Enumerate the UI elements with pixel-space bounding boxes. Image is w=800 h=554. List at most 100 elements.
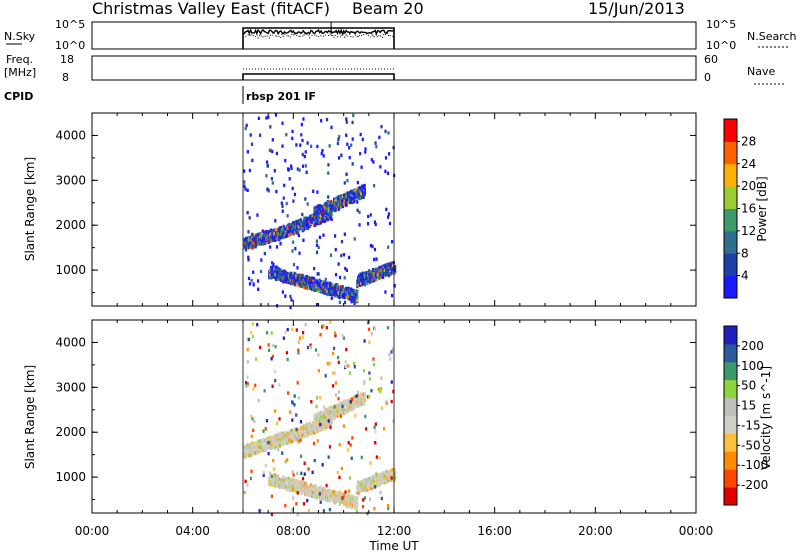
echo-cell [312, 223, 316, 228]
noise-cell [246, 188, 249, 193]
noise-cell [290, 439, 293, 444]
echo-cell [335, 491, 338, 495]
echo-cell [249, 445, 253, 449]
noise-cell [313, 458, 316, 463]
echo-cell [375, 277, 378, 282]
echo-cell [365, 272, 368, 277]
noise-cell [265, 174, 268, 178]
echo-cell [283, 231, 287, 235]
noise-cell [324, 277, 327, 282]
noise-cell [301, 164, 305, 168]
echo-cell [372, 476, 375, 480]
echo-cell [326, 200, 329, 205]
echo-cell [310, 276, 314, 280]
noise-cell [246, 483, 249, 487]
echo-cell [309, 421, 312, 425]
echo-cell [336, 290, 339, 295]
echo-cell [332, 407, 335, 411]
echo-cell [260, 239, 263, 243]
noise-cell [252, 270, 255, 274]
noise-cell [363, 379, 366, 384]
noise-cell [379, 490, 382, 495]
noise-cell [372, 363, 376, 367]
echo-cell [317, 425, 320, 429]
noise-cell [247, 258, 250, 262]
echo-cell [327, 496, 331, 500]
noise-cell [295, 427, 298, 432]
noise-cell [287, 167, 290, 172]
noise-cell [259, 133, 262, 137]
echo-cell [302, 274, 305, 278]
noise-cell [315, 404, 318, 409]
noise-cell [251, 233, 254, 237]
noise-cell [298, 168, 301, 172]
echo-cell [330, 212, 333, 217]
echo-cell [358, 196, 361, 201]
noise-cell [364, 414, 367, 419]
noise-cell [325, 325, 328, 330]
echo-cell [327, 209, 331, 213]
echo-cell [354, 289, 357, 293]
freq-trace [242, 68, 395, 80]
echo-cell [312, 490, 315, 495]
noise-cell [299, 143, 302, 147]
echo-cell [373, 276, 377, 281]
noise-cell [257, 398, 260, 403]
echo-cell [317, 215, 321, 219]
echo-cell [281, 440, 284, 445]
echo-cell [254, 244, 258, 248]
echo-cell [338, 291, 341, 295]
noise-cell [375, 455, 378, 459]
echo-cell [270, 276, 273, 280]
echo-cell [320, 411, 323, 415]
echo-cell [316, 219, 319, 223]
echo-cell [323, 487, 326, 491]
echo-cell [299, 480, 302, 485]
noise-cell [292, 473, 295, 477]
noise-cell [380, 496, 384, 501]
echo-cell [307, 494, 311, 498]
echo-cell [292, 275, 295, 279]
echo-cell [299, 487, 302, 491]
echo-cell [343, 500, 346, 504]
echo-cell [338, 200, 341, 204]
noise-cell [270, 177, 274, 181]
noise-cell [297, 340, 301, 344]
echo-cell [346, 296, 350, 300]
echo-cell [254, 450, 258, 455]
echo-cell [356, 394, 360, 398]
colorbar-swatch [724, 343, 737, 363]
echo-cell [302, 430, 305, 434]
colorbar-swatch [724, 361, 737, 381]
noise-cell [322, 405, 326, 409]
echo-cell [351, 407, 354, 411]
echo-cell [329, 490, 332, 494]
echo-cell [334, 283, 338, 287]
echo-cell [351, 298, 355, 303]
echo-cell [339, 197, 343, 202]
noise-cell [322, 324, 325, 328]
echo-cell [304, 433, 307, 437]
noise-cell [316, 190, 319, 194]
echo-cell [332, 284, 336, 289]
echo-cell [259, 233, 262, 238]
noise-cell [348, 255, 351, 260]
colorbar-swatch [724, 163, 737, 187]
time-tick-label: 20:00 [578, 524, 613, 538]
noise-cell [246, 150, 249, 154]
echo-cell [330, 420, 333, 424]
noise-cell [272, 458, 275, 463]
noise-cell [337, 396, 340, 401]
noise-cell [366, 395, 370, 399]
echo-cell [257, 232, 260, 237]
echo-cell [283, 486, 287, 490]
echo-cell [297, 283, 300, 288]
echo-cell [282, 272, 285, 276]
noise-cell [300, 454, 303, 458]
noise-cell [387, 131, 390, 135]
echo-cell [266, 232, 269, 237]
echo-cell [344, 200, 348, 204]
noise-cell [332, 351, 335, 356]
noise-cell [341, 294, 344, 298]
